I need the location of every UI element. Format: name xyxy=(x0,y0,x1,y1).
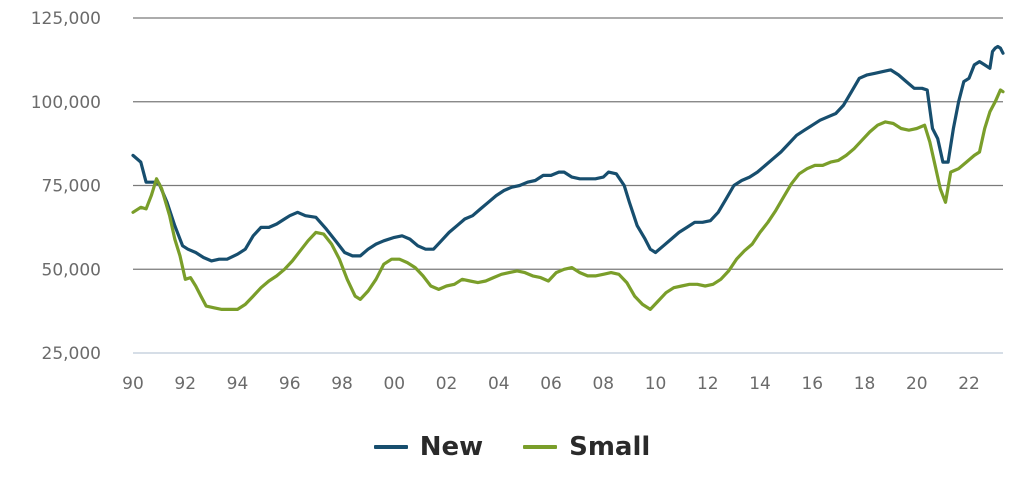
x-tick-label: 16 xyxy=(801,374,823,394)
x-tick-label: 06 xyxy=(540,374,562,394)
legend: New Small xyxy=(0,432,1024,462)
x-tick-label: 20 xyxy=(906,374,928,394)
grid-lines xyxy=(133,17,1003,354)
x-tick-label: 02 xyxy=(436,374,458,394)
x-tick-label: 90 xyxy=(122,374,144,394)
y-tick-label: 125,000 xyxy=(31,9,101,29)
legend-swatch-small xyxy=(523,445,558,449)
y-tick-label: 50,000 xyxy=(42,260,101,280)
x-tick-label: 12 xyxy=(697,374,719,394)
x-tick-label: 08 xyxy=(592,374,614,394)
legend-item-new: New xyxy=(373,432,484,462)
x-tick-label: 22 xyxy=(958,374,980,394)
x-axis-ticks: 90 92 94 96 98 00 02 04 06 08 10 12 14 16 18 20 22 xyxy=(122,374,980,394)
x-tick-label: 94 xyxy=(227,374,249,394)
series-lines xyxy=(131,44,1005,311)
x-tick-label: 00 xyxy=(383,374,405,394)
legend-label-small: Small xyxy=(569,432,651,462)
y-axis-ticks: 25,000 50,000 75,000 100,000 125,000 xyxy=(31,9,101,364)
legend-item-small: Small xyxy=(523,432,650,462)
x-tick-label: 18 xyxy=(854,374,876,394)
legend-swatch-new xyxy=(373,445,408,449)
legend-label-new: New xyxy=(419,432,484,462)
y-tick-label: 100,000 xyxy=(31,93,101,113)
x-tick-label: 92 xyxy=(174,374,196,394)
x-tick-label: 98 xyxy=(331,374,353,394)
y-tick-label: 75,000 xyxy=(42,177,101,197)
x-tick-label: 14 xyxy=(749,374,771,394)
x-tick-label: 10 xyxy=(645,374,667,394)
x-tick-label: 96 xyxy=(279,374,301,394)
series-line-small xyxy=(131,88,1005,311)
series-line-new xyxy=(131,44,1005,263)
y-tick-label: 25,000 xyxy=(42,344,101,364)
x-tick-label: 04 xyxy=(488,374,510,394)
